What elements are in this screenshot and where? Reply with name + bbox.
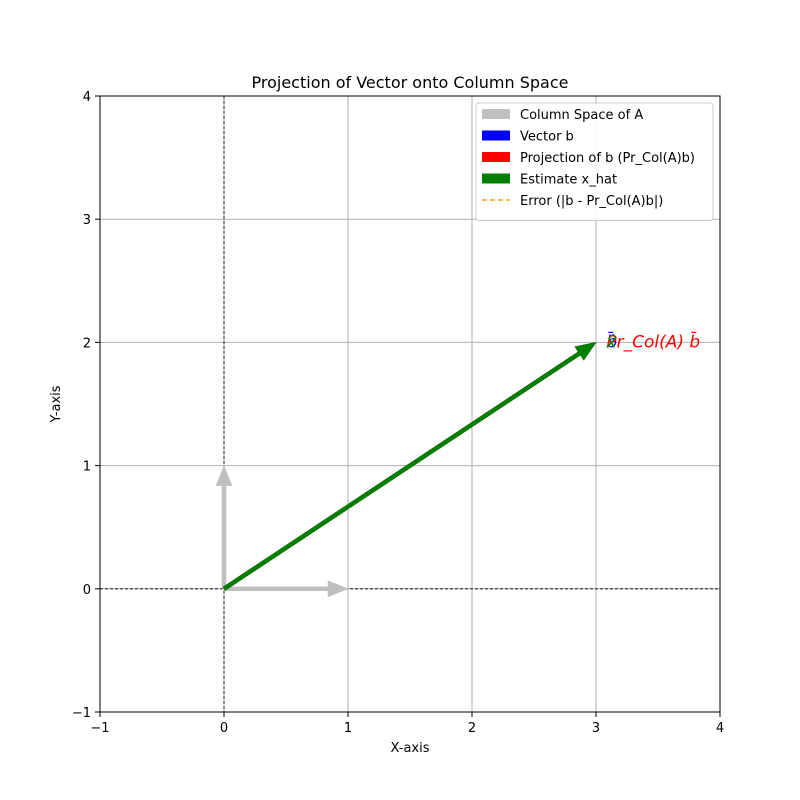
- x-tick-label: 2: [468, 721, 476, 736]
- vector-annotation-1: b̄: [606, 330, 617, 352]
- y-tick-label: 3: [83, 213, 91, 228]
- chart-title: Projection of Vector onto Column Space: [252, 73, 569, 92]
- column-space-vector-1: [223, 580, 349, 598]
- legend: [475, 102, 714, 221]
- legend-swatch-3: [482, 152, 510, 162]
- y-tick-label: 0: [83, 583, 91, 598]
- x-axis-label: X-axis: [391, 741, 430, 756]
- legend-label-1: Column Space of A: [520, 108, 643, 123]
- axes-frame: [99, 95, 721, 713]
- vector-annotation-2: Pr_Col(A) b̄: [606, 330, 700, 352]
- column-space-vector-2: [215, 464, 233, 590]
- x-tick-label: 0: [220, 721, 228, 736]
- legend-swatch-2: [482, 130, 510, 141]
- vector-arrow-3: [222, 342, 597, 591]
- x-tick-label: 3: [592, 721, 600, 736]
- y-tick-label: 4: [83, 90, 91, 105]
- x-tick-label: −1: [90, 721, 109, 736]
- vector-annotation-3: x̂: [605, 332, 617, 352]
- y-tick-label: 2: [83, 336, 91, 351]
- legend-swatch-4: [482, 173, 510, 184]
- y-axis-label: Y-axis: [49, 385, 64, 423]
- y-tick-label: 1: [83, 460, 91, 475]
- x-tick-label: 4: [716, 721, 724, 736]
- legend-label-4: Estimate x_hat: [520, 173, 617, 188]
- legend-swatch-1: [482, 109, 510, 119]
- x-tick-label: 1: [344, 721, 352, 736]
- legend-label-5: Error (|b - Pr_Col(A)b|): [520, 194, 663, 209]
- legend-label-2: Vector b: [520, 130, 574, 145]
- y-tick-label: −1: [72, 706, 91, 721]
- legend-label-3: Projection of b (Pr_Col(A)b): [520, 151, 695, 166]
